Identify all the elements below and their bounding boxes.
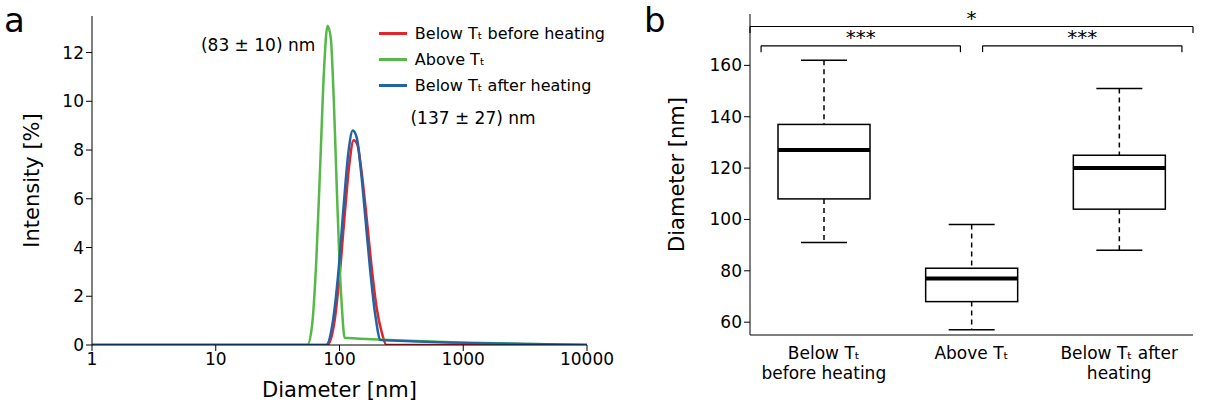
svg-text:Intensity [%]: Intensity [%] [20, 113, 44, 247]
svg-text:100: 100 [323, 349, 355, 369]
html-text:b: b [644, 0, 666, 40]
svg-text:Diameter [nm]: Diameter [nm] [262, 378, 417, 402]
svg-text:(137 ± 27) nm: (137 ± 27) nm [410, 108, 535, 128]
svg-text:Diameter [nm]: Diameter [nm] [665, 97, 689, 252]
svg-text:10000: 10000 [560, 349, 614, 369]
svg-text:6: 6 [73, 189, 84, 209]
html-text:Below Tₜ before heating: Below Tₜ before heating [414, 23, 605, 43]
svg-text:120: 120 [710, 158, 742, 178]
html-text:a: a [4, 0, 25, 40]
svg-text:140: 140 [710, 107, 742, 127]
svg-text:1000: 1000 [442, 349, 485, 369]
svg-text:60: 60 [720, 312, 742, 332]
svg-text:1: 1 [87, 349, 98, 369]
svg-text:100: 100 [710, 209, 742, 229]
svg-text:160: 160 [710, 55, 742, 75]
html-text:Above Tₜ: Above Tₜ [414, 49, 485, 69]
html-text:Below Tₜ after heating: Below Tₜ after heating [414, 75, 592, 95]
svg-text:10: 10 [205, 349, 227, 369]
svg-text:Above Tₜ: Above Tₜ [934, 343, 1008, 363]
svg-text:(83 ± 10) nm: (83 ± 10) nm [201, 35, 315, 55]
svg-text:Below Tₜ afterheating: Below Tₜ afterheating [1060, 343, 1178, 383]
svg-text:2: 2 [73, 286, 84, 306]
svg-text:***: *** [1067, 25, 1097, 49]
svg-text:0: 0 [73, 335, 84, 355]
svg-text:10: 10 [62, 91, 84, 111]
svg-text:Below Tₜbefore heating: Below Tₜbefore heating [761, 343, 886, 383]
svg-text:*: * [967, 6, 977, 30]
svg-text:***: *** [846, 25, 876, 49]
svg-text:12: 12 [62, 43, 84, 63]
svg-text:80: 80 [720, 261, 742, 281]
svg-text:8: 8 [73, 140, 84, 160]
svg-text:4: 4 [73, 238, 84, 258]
